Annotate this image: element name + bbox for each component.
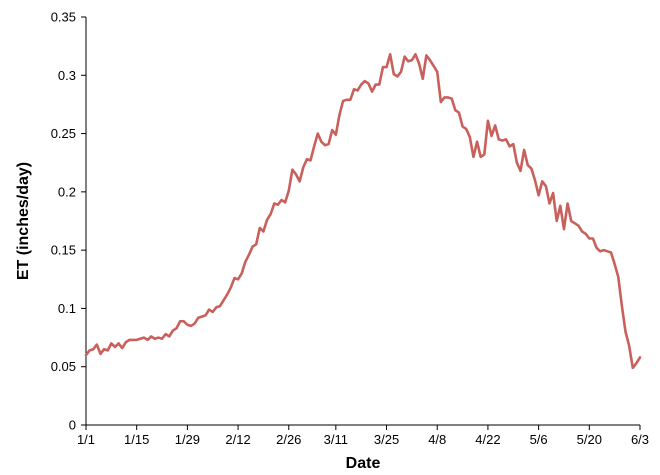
y-tick-label: 0.3: [58, 68, 76, 83]
x-tick-label: 1/15: [124, 432, 149, 447]
y-tick-label: 0.1: [58, 301, 76, 316]
y-axis-title: ET (inches/day): [15, 162, 32, 280]
x-tick-label: 2/26: [276, 432, 301, 447]
x-tick-label: 1/1: [77, 432, 95, 447]
y-axis-ticks: 0 0.05 0.1 0.15 0.2 0.25 0.3 0.35: [51, 10, 86, 433]
x-tick-label: 1/29: [175, 432, 200, 447]
x-tick-label: 5/20: [577, 432, 602, 447]
y-tick-label: 0.35: [51, 10, 76, 25]
x-axis-ticks: 1/1 1/15 1/29 2/12 2/26 3/11 3/25 4/8 4/22 5/6 5/2…: [77, 425, 649, 447]
y-tick-label: 0.15: [51, 243, 76, 258]
y-tick-label: 0.05: [51, 359, 76, 374]
x-axis-title: Date: [346, 455, 381, 472]
y-tick-label: 0.2: [58, 184, 76, 199]
x-tick-label: 4/8: [428, 432, 446, 447]
x-tick-label: 6/3: [631, 432, 649, 447]
x-tick-label: 2/12: [225, 432, 250, 447]
x-tick-label: 3/25: [374, 432, 399, 447]
et-series-line: [84, 53, 642, 370]
y-tick-label: 0: [69, 418, 76, 433]
x-tick-label: 4/22: [475, 432, 500, 447]
x-tick-label: 3/11: [324, 432, 348, 447]
y-tick-label: 0.25: [51, 126, 76, 141]
x-tick-label: 5/6: [530, 432, 548, 447]
